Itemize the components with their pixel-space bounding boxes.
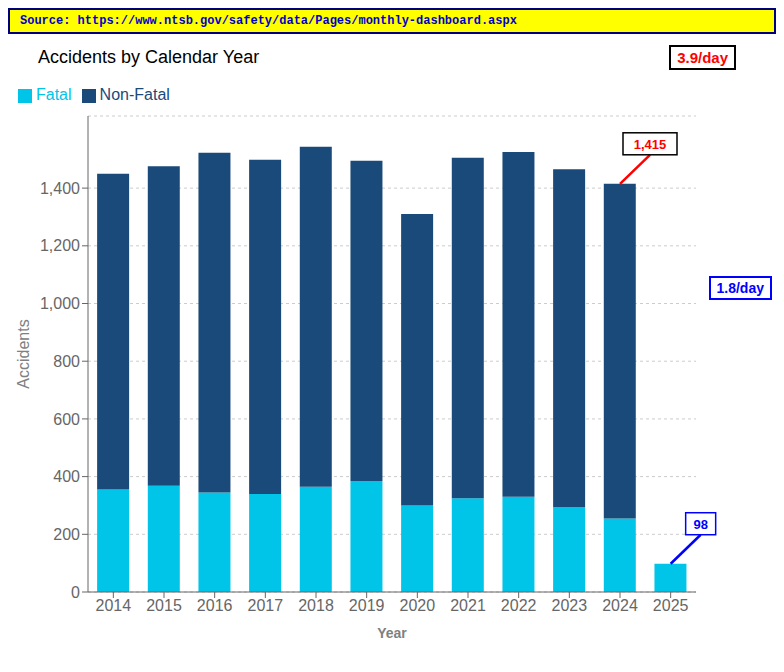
svg-text:2017: 2017 [248,597,284,614]
html-text:Fatal: Fatal [36,86,72,103]
html-text:1.8/day: 1.8/day [716,280,764,296]
svg-text:2018: 2018 [298,597,334,614]
svg-text:1,000: 1,000 [40,295,80,312]
svg-text:0: 0 [71,584,80,601]
svg-text:1,400: 1,400 [40,180,80,197]
svg-text:800: 800 [53,353,80,370]
svg-text:2024: 2024 [602,597,638,614]
svg-text:1,200: 1,200 [40,237,80,254]
svg-text:2019: 2019 [349,597,385,614]
svg-text:200: 200 [53,526,80,543]
svg-text:Year: Year [377,625,407,641]
svg-text:400: 400 [53,468,80,485]
html-text:Accidents by Calendar Year: Accidents by Calendar Year [38,46,260,67]
svg-text:2022: 2022 [501,597,537,614]
html-text:Non-Fatal: Non-Fatal [99,86,170,103]
svg-text:2015: 2015 [146,597,182,614]
svg-text:2025: 2025 [653,597,689,614]
html-text:Source: https://www.ntsb.gov/s: Source: https://www.ntsb.gov/safety/data… [20,14,517,28]
svg-text:2023: 2023 [552,597,588,614]
html-text:3.9/day: 3.9/day [677,48,728,66]
svg-text:98: 98 [693,517,707,532]
svg-text:2020: 2020 [400,597,436,614]
svg-text:Accidents: Accidents [15,319,32,388]
svg-text:2016: 2016 [197,597,233,614]
svg-text:2021: 2021 [450,597,486,614]
svg-text:1,415: 1,415 [634,137,667,152]
svg-text:2014: 2014 [96,597,132,614]
svg-text:600: 600 [53,411,80,428]
